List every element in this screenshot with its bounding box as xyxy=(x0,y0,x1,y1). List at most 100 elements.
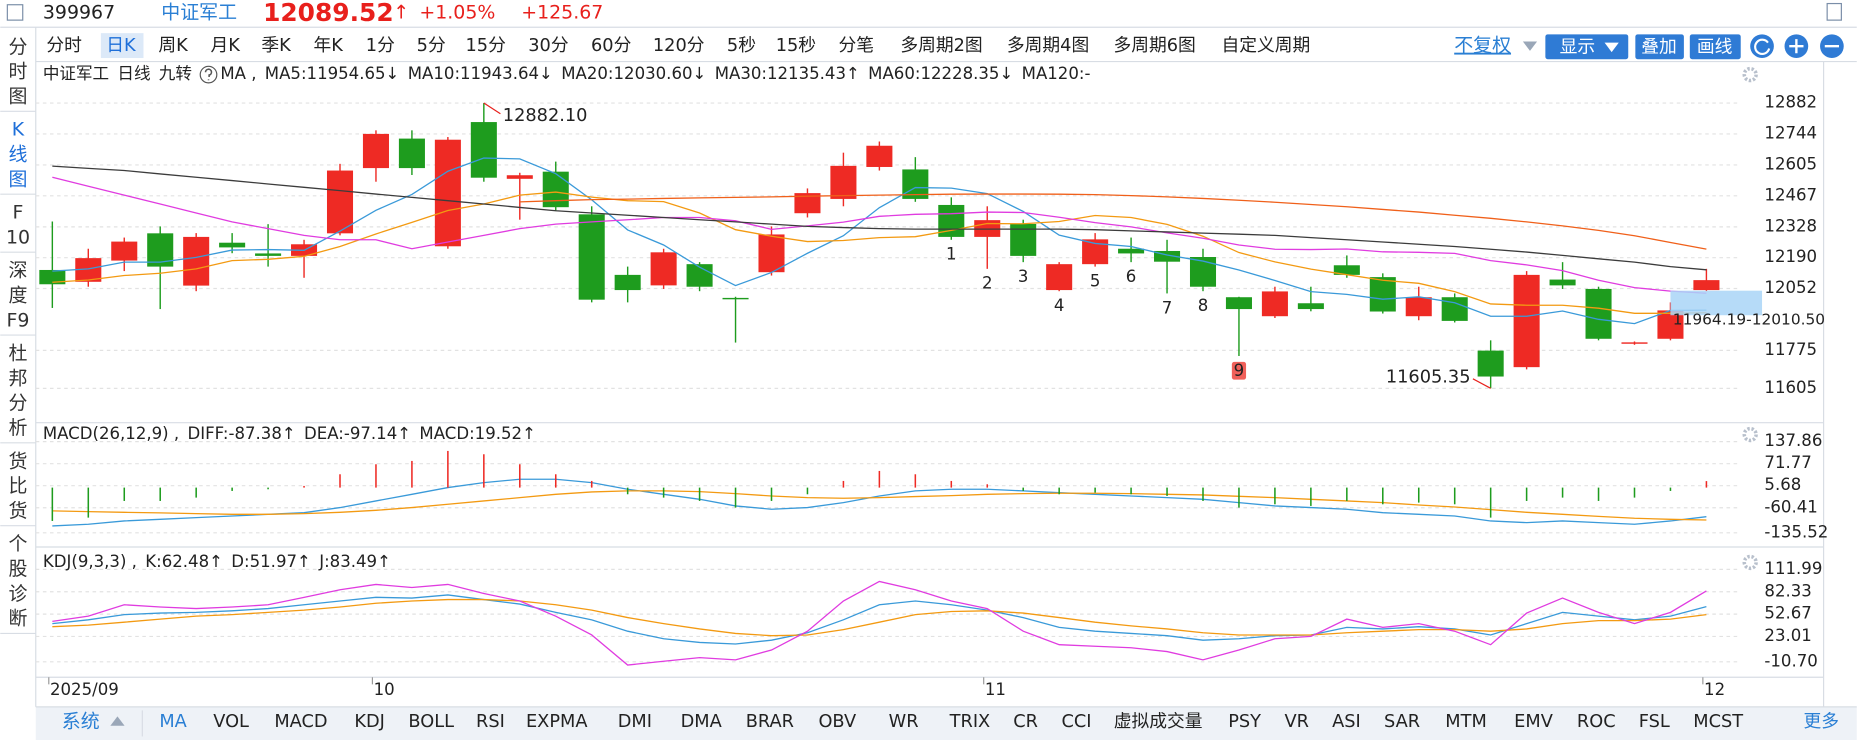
sidebar-tab[interactable]: 图 xyxy=(9,168,28,190)
legend-entry: MA10:11943.64↓ xyxy=(408,64,553,83)
candle-body xyxy=(183,236,210,286)
period-tab[interactable]: 多周期2图 xyxy=(900,35,982,56)
sidebar-tab[interactable]: 股 xyxy=(9,558,28,580)
indicator-tab[interactable]: 虚拟成交量 xyxy=(1114,711,1203,732)
candle-body xyxy=(650,252,677,286)
sidebar-tab[interactable]: 10 xyxy=(6,226,30,248)
indicator-tab[interactable]: DMI xyxy=(618,712,652,732)
indicator-tab[interactable]: ROC xyxy=(1577,712,1616,732)
show-button[interactable]: 显示 xyxy=(1560,37,1596,57)
settings-icon[interactable] xyxy=(1742,554,1758,571)
indicator-tab[interactable]: EMV xyxy=(1514,712,1553,732)
sidebar-tab[interactable]: 图 xyxy=(9,86,28,108)
period-tab[interactable]: 周K xyxy=(158,36,189,56)
sidebar-tab[interactable]: 分 xyxy=(9,392,28,414)
candle-body xyxy=(614,274,641,291)
show-button-bg[interactable] xyxy=(1545,34,1629,60)
indicator-tab[interactable]: MA xyxy=(159,712,186,732)
help-icon[interactable] xyxy=(199,65,218,84)
candle-body xyxy=(1369,277,1396,312)
overlay-button-bg[interactable] xyxy=(1635,34,1684,60)
indicator-tab[interactable]: KDJ xyxy=(354,712,385,732)
candle-body xyxy=(75,258,102,282)
period-tab[interactable]: 5秒 xyxy=(727,35,756,56)
indicator-tab[interactable]: BRAR xyxy=(746,712,794,732)
window-button[interactable] xyxy=(1826,2,1842,21)
settings-icon[interactable] xyxy=(1742,426,1758,443)
indicator-tab[interactable]: BOLL xyxy=(408,712,454,732)
indicator-tab[interactable]: FSL xyxy=(1639,712,1670,732)
indicator-tab[interactable]: VOL xyxy=(213,712,249,732)
period-tab[interactable]: 分笔 xyxy=(839,35,875,56)
indicator-tab[interactable]: EXPMA xyxy=(526,712,588,732)
period-tab[interactable]: 5分 xyxy=(417,35,446,56)
sidebar-tab[interactable]: 个 xyxy=(9,533,28,555)
indicator-tab[interactable]: MCST xyxy=(1693,712,1743,732)
period-tab[interactable]: 15秒 xyxy=(776,35,816,56)
period-tab[interactable]: 60分 xyxy=(591,35,632,56)
window-icon[interactable] xyxy=(6,4,24,21)
overlay-button[interactable]: 叠加 xyxy=(1641,36,1677,57)
indicator-tab[interactable]: TRIX xyxy=(949,712,991,732)
indicator-tab[interactable]: PSY xyxy=(1228,712,1261,732)
x-tick-label: 11 xyxy=(985,680,1006,699)
period-tab[interactable]: 日K xyxy=(106,36,137,56)
sidebar-tab[interactable]: 货 xyxy=(9,500,28,522)
period-tab[interactable]: 季K xyxy=(261,35,292,56)
period-tab[interactable]: 月K xyxy=(211,36,242,56)
sidebar-tab[interactable]: 邦 xyxy=(9,367,28,389)
y-tick-label: 111.99 xyxy=(1764,559,1822,578)
sidebar-tab[interactable]: 杜 xyxy=(9,343,28,365)
draw-button-bg[interactable] xyxy=(1689,34,1741,60)
y-tick-label: 137.86 xyxy=(1764,431,1822,450)
indicator-tab[interactable]: WR xyxy=(889,712,919,732)
indicator-tab[interactable]: CCI xyxy=(1061,712,1091,732)
indicator-tab[interactable]: MACD xyxy=(274,712,327,732)
period-tab[interactable]: 15分 xyxy=(466,35,507,56)
sidebar-tab[interactable]: 比 xyxy=(9,475,28,497)
y-tick-label: 11775 xyxy=(1764,340,1817,359)
indicator-tab[interactable]: OBV xyxy=(818,712,856,732)
indicator-tab[interactable]: RSI xyxy=(476,712,505,732)
draw-button[interactable]: 画线 xyxy=(1697,36,1733,57)
more-button[interactable]: 更多 xyxy=(1803,711,1839,732)
sidebar-tab[interactable]: F xyxy=(13,202,24,224)
period-tab[interactable]: 1分 xyxy=(366,35,395,56)
period-tab[interactable]: 30分 xyxy=(528,35,569,56)
period-tab[interactable]: 多周期4图 xyxy=(1007,35,1089,56)
settings-icon[interactable] xyxy=(1742,66,1758,83)
indicator-tab[interactable]: SAR xyxy=(1384,712,1420,732)
candle-body xyxy=(1513,274,1540,368)
period-tab[interactable]: 分时 xyxy=(46,35,82,56)
sidebar-tab[interactable]: K xyxy=(12,119,25,141)
sidebar-tab[interactable]: 时 xyxy=(9,61,28,83)
candle-body xyxy=(866,145,893,167)
indicator-group[interactable]: 系统 xyxy=(62,711,100,733)
indicator-line xyxy=(52,176,1707,294)
sidebar-tab[interactable]: 分 xyxy=(9,36,28,58)
indicator-tab[interactable]: ASI xyxy=(1332,712,1361,732)
sidebar-tab[interactable]: 线 xyxy=(9,144,28,166)
indicator-tab[interactable]: DMA xyxy=(681,712,722,732)
indicator-tab[interactable]: VR xyxy=(1284,712,1308,732)
candle-body xyxy=(1154,250,1181,262)
sidebar-tab[interactable]: 深 xyxy=(9,260,28,282)
sidebar-tab[interactable]: 度 xyxy=(9,285,28,307)
period-tab[interactable]: 多周期6图 xyxy=(1113,35,1195,56)
dropdown-arrow[interactable] xyxy=(1604,42,1619,53)
adjust-button[interactable]: 不复权 xyxy=(1454,35,1511,57)
period-tab[interactable]: 自定义周期 xyxy=(1222,35,1311,56)
sidebar-tab[interactable]: F9 xyxy=(7,309,30,331)
group-arrow[interactable] xyxy=(110,716,125,726)
sidebar-tab[interactable]: 断 xyxy=(9,608,28,630)
dropdown-arrow[interactable] xyxy=(1522,41,1538,51)
y-tick-label: 82.33 xyxy=(1764,581,1811,600)
period-tab[interactable]: 120分 xyxy=(653,35,705,56)
sidebar-tab[interactable]: 诊 xyxy=(9,583,28,605)
indicator-tab[interactable]: MTM xyxy=(1445,712,1486,732)
indicator-tab[interactable]: CR xyxy=(1013,712,1038,732)
sidebar-tab[interactable]: 货 xyxy=(9,450,28,472)
period-tab[interactable]: 年K xyxy=(314,35,345,56)
sidebar-tab[interactable]: 析 xyxy=(9,417,28,439)
legend-entry: MACD:19.52↑ xyxy=(419,424,536,443)
